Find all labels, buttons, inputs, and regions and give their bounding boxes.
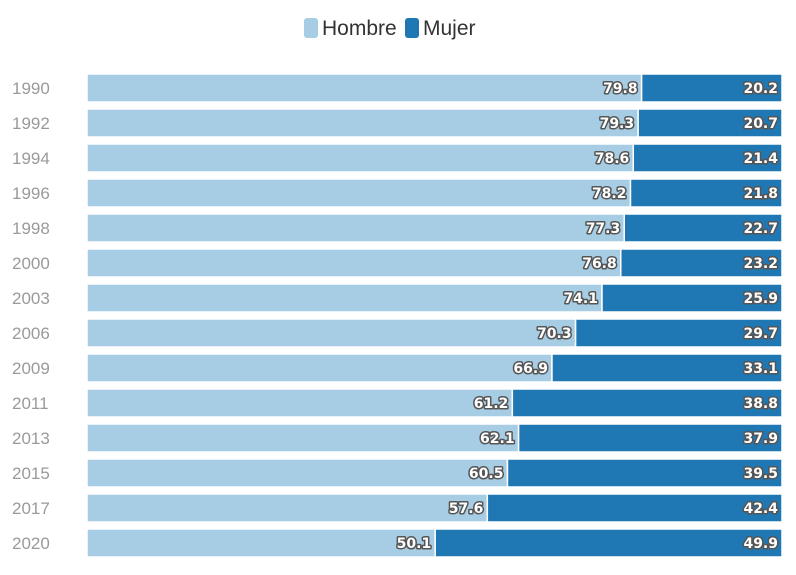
data-label-mujer-2020: 49.9 (743, 536, 778, 552)
data-label-hombre-2017: 57.6 (449, 501, 484, 517)
legend-label-mujer[interactable]: Mujer (423, 17, 476, 40)
data-label-hombre-2015: 60.5 (469, 466, 504, 482)
y-tick-label-2003: 2003 (12, 289, 50, 308)
bar-hombre-2009[interactable] (86, 353, 553, 383)
bar-mujer-1992[interactable] (637, 108, 783, 138)
bar-hombre-2015[interactable] (86, 458, 509, 488)
bar-mujer-2000[interactable] (620, 248, 783, 278)
y-tick-label-2017: 2017 (12, 499, 50, 518)
bar-mujer-1998[interactable] (623, 213, 783, 243)
bar-mujer-2011[interactable] (511, 388, 783, 418)
bar-hombre-2003[interactable] (86, 283, 603, 313)
bar-hombre-2013[interactable] (86, 423, 520, 453)
bar-hombre-2006[interactable] (86, 318, 577, 348)
y-tick-label-1998: 1998 (12, 219, 50, 238)
data-label-mujer-1996: 21.8 (743, 186, 778, 202)
y-tick-label-2006: 2006 (12, 324, 50, 343)
y-axis-tick-labels: 1990 1992 1994 1996 1998 2000 2003 2006 2009 2011… (12, 79, 50, 553)
y-tick-label-1992: 1992 (12, 114, 50, 133)
y-tick-label-1996: 1996 (12, 184, 50, 203)
data-label-hombre-1996: 78.2 (592, 186, 627, 202)
bar-hombre-2000[interactable] (86, 248, 622, 278)
bar-hombre-1998[interactable] (86, 213, 625, 243)
y-tick-label-2013: 2013 (12, 429, 50, 448)
data-label-mujer-2003: 25.9 (743, 291, 778, 307)
bar-mujer-2017[interactable] (486, 493, 783, 523)
bar-hombre-2020[interactable] (86, 528, 436, 558)
bar-mujer-2006[interactable] (574, 318, 783, 348)
data-label-hombre-2006: 70.3 (537, 326, 572, 342)
legend-swatch-hombre[interactable] (304, 18, 318, 38)
y-tick-label-2020: 2020 (12, 534, 50, 553)
data-label-mujer-2013: 37.9 (743, 431, 778, 447)
bar-hombre-2017[interactable] (86, 493, 489, 523)
data-label-mujer-2000: 23.2 (743, 256, 778, 272)
data-label-hombre-2000: 76.8 (582, 256, 617, 272)
legend-label-hombre[interactable]: Hombre (322, 17, 397, 40)
data-label-mujer-2017: 42.4 (743, 501, 778, 517)
data-label-mujer-2009: 33.1 (743, 361, 778, 377)
data-label-mujer-2006: 29.7 (743, 326, 778, 342)
bar-hombre-1990[interactable] (86, 73, 643, 103)
data-label-hombre-1998: 77.3 (586, 221, 621, 237)
data-label-hombre-1994: 78.6 (595, 151, 630, 167)
bar-mujer-1990[interactable] (640, 73, 783, 103)
legend: Hombre Mujer (304, 17, 476, 40)
y-tick-label-1990: 1990 (12, 79, 50, 98)
data-label-hombre-1992: 79.3 (600, 116, 635, 132)
data-label-hombre-2003: 74.1 (563, 291, 598, 307)
bars-group: 79.8 20.2 79.3 20.7 78.6 21.4 78.2 21.8 77.3 22.7… (86, 73, 783, 558)
y-tick-label-2015: 2015 (12, 464, 50, 483)
y-tick-label-1994: 1994 (12, 149, 50, 168)
y-tick-label-2011: 2011 (12, 394, 49, 413)
data-label-hombre-2009: 66.9 (513, 361, 548, 377)
data-label-mujer-2015: 39.5 (743, 466, 778, 482)
data-label-hombre-2013: 62.1 (480, 431, 515, 447)
y-tick-label-2009: 2009 (12, 359, 50, 378)
bar-mujer-2020[interactable] (434, 528, 783, 558)
bar-hombre-2011[interactable] (86, 388, 514, 418)
data-label-hombre-2020: 50.1 (397, 536, 432, 552)
data-label-mujer-1994: 21.4 (743, 151, 778, 167)
bar-mujer-1994[interactable] (632, 143, 783, 173)
bar-mujer-2013[interactable] (517, 423, 783, 453)
data-label-mujer-1992: 20.7 (743, 116, 778, 132)
data-label-mujer-2011: 38.8 (743, 396, 778, 412)
bar-mujer-2009[interactable] (551, 353, 783, 383)
bar-mujer-2015[interactable] (506, 458, 783, 488)
bar-hombre-1996[interactable] (86, 178, 632, 208)
bar-hombre-1994[interactable] (86, 143, 635, 173)
bar-mujer-2003[interactable] (601, 283, 783, 313)
bar-hombre-1992[interactable] (86, 108, 639, 138)
legend-swatch-mujer[interactable] (405, 18, 419, 38)
bar-mujer-1996[interactable] (629, 178, 783, 208)
data-label-mujer-1990: 20.2 (743, 81, 778, 97)
data-label-hombre-1990: 79.8 (603, 81, 638, 97)
data-label-hombre-2011: 61.2 (474, 396, 509, 412)
data-label-mujer-1998: 22.7 (743, 221, 778, 237)
y-tick-label-2000: 2000 (12, 254, 50, 273)
